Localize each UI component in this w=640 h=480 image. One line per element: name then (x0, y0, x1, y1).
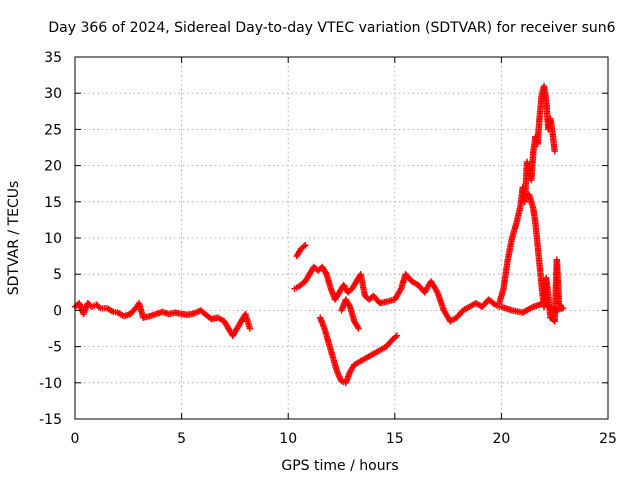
data-point (357, 271, 368, 298)
data-point (549, 129, 558, 153)
series-segment-tail (498, 299, 567, 316)
data-point (555, 299, 564, 309)
data-point (172, 309, 184, 317)
series-segment-rise (496, 82, 558, 307)
data-point (528, 149, 537, 184)
y-tick-label: 20 (44, 159, 62, 175)
x-axis-label: GPS time / hours (281, 458, 398, 474)
data-point (498, 303, 514, 314)
y-tick-label: 30 (44, 86, 62, 102)
data-point (496, 287, 507, 307)
y-tick-label: -10 (39, 376, 62, 392)
data-point (560, 305, 567, 312)
x-tick-label: 10 (279, 431, 297, 447)
data-point (229, 326, 240, 339)
series-segment-upper-mid (291, 263, 503, 325)
series-segment-dip (338, 296, 362, 332)
y-tick-label: 0 (53, 303, 62, 319)
data-point (389, 333, 399, 343)
data-point (355, 325, 362, 332)
data-point (325, 339, 336, 360)
y-tick-label: 15 (44, 195, 62, 211)
data-point (103, 305, 115, 315)
data-point (532, 220, 541, 247)
data-point (302, 272, 312, 285)
y-axis-label: SDTVAR / TECUs (6, 181, 22, 296)
data-point (323, 271, 334, 291)
data-point (504, 236, 515, 263)
y-axis-tick-labels: -15 -10 -5 0 5 10 15 20 25 30 35 (39, 50, 62, 428)
axis-ticks (74, 56, 609, 420)
x-tick-label: 20 (492, 431, 510, 447)
data-point (536, 91, 545, 119)
x-axis-tick-labels: 0 5 10 15 20 25 (71, 431, 617, 447)
y-tick-label: 5 (53, 267, 62, 283)
x-tick-label: 25 (599, 431, 617, 447)
data-point (208, 314, 220, 323)
data-point (534, 242, 543, 269)
data-point (329, 354, 340, 374)
data-point (500, 258, 511, 292)
series-segment-early (71, 299, 254, 339)
data-point (534, 113, 543, 148)
data-point (525, 191, 537, 211)
data-point (453, 308, 466, 321)
data-point (342, 296, 353, 309)
data-point (513, 203, 524, 227)
y-tick-label: 10 (44, 231, 62, 247)
data-point (88, 302, 98, 310)
data-point (434, 289, 447, 312)
data-point (530, 205, 539, 226)
grid-lines (75, 57, 608, 419)
x-tick-label: 15 (386, 431, 404, 447)
data-points (71, 82, 567, 386)
x-tick-label: 0 (71, 431, 80, 447)
data-point (551, 147, 558, 155)
data-point (530, 300, 546, 310)
series-segment-low-arc (316, 314, 401, 386)
y-tick-label: 35 (44, 50, 62, 66)
data-point (370, 292, 383, 306)
data-point (246, 325, 254, 332)
data-point (393, 332, 401, 339)
data-point (402, 271, 414, 284)
x-tick-label: 5 (177, 431, 186, 447)
data-point (297, 243, 308, 253)
y-tick-label: -15 (39, 412, 62, 428)
chart-title: Day 366 of 2024, Sidereal Day-to-day VTE… (48, 20, 615, 36)
y-tick-label: -5 (48, 340, 62, 356)
data-point (140, 313, 152, 321)
data-point (295, 279, 308, 290)
data-point (519, 304, 536, 316)
data-point (214, 314, 226, 324)
data-point (542, 274, 552, 298)
data-point (508, 221, 520, 242)
y-tick-label: 25 (44, 122, 62, 138)
data-point (351, 318, 361, 331)
data-point (363, 351, 376, 361)
data-point (427, 278, 440, 294)
data-point (302, 242, 309, 249)
data-point (201, 310, 214, 322)
data-point (346, 303, 358, 323)
data-point (334, 368, 344, 383)
data-point (321, 325, 332, 345)
data-point (536, 263, 545, 291)
data-point (357, 355, 369, 365)
data-point (547, 115, 556, 135)
series-segment-spike (293, 242, 309, 260)
